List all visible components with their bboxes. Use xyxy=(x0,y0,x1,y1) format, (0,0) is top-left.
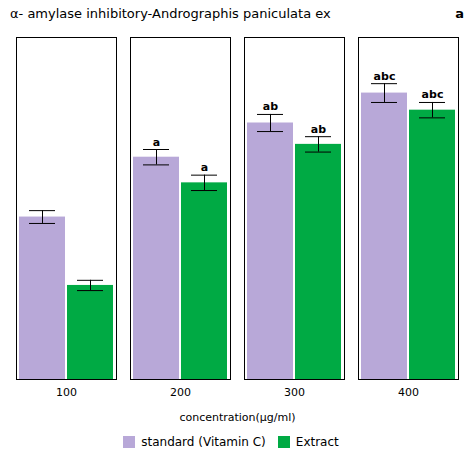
html-text:a: a xyxy=(455,6,464,21)
html-text:α- amylase inhibitory-Androgra: α- amylase inhibitory-Andrographis panic… xyxy=(10,6,331,21)
html-text:standard (Vitamin C): standard (Vitamin C) xyxy=(141,434,266,449)
svg-text:300: 300 xyxy=(284,386,305,399)
svg-text:200: 200 xyxy=(170,386,191,399)
svg-text:ab: ab xyxy=(311,123,326,136)
html-text:Extract: Extract xyxy=(295,434,339,449)
svg-text:ab: ab xyxy=(263,100,278,113)
svg-text:abc: abc xyxy=(374,70,396,83)
svg-text:a: a xyxy=(201,161,208,174)
svg-text:100: 100 xyxy=(56,386,77,399)
svg-text:concentration(µg/ml): concentration(µg/ml) xyxy=(179,411,295,424)
svg-text:400: 400 xyxy=(398,386,419,399)
svg-text:a: a xyxy=(153,136,160,149)
svg-text:abc: abc xyxy=(422,88,444,101)
